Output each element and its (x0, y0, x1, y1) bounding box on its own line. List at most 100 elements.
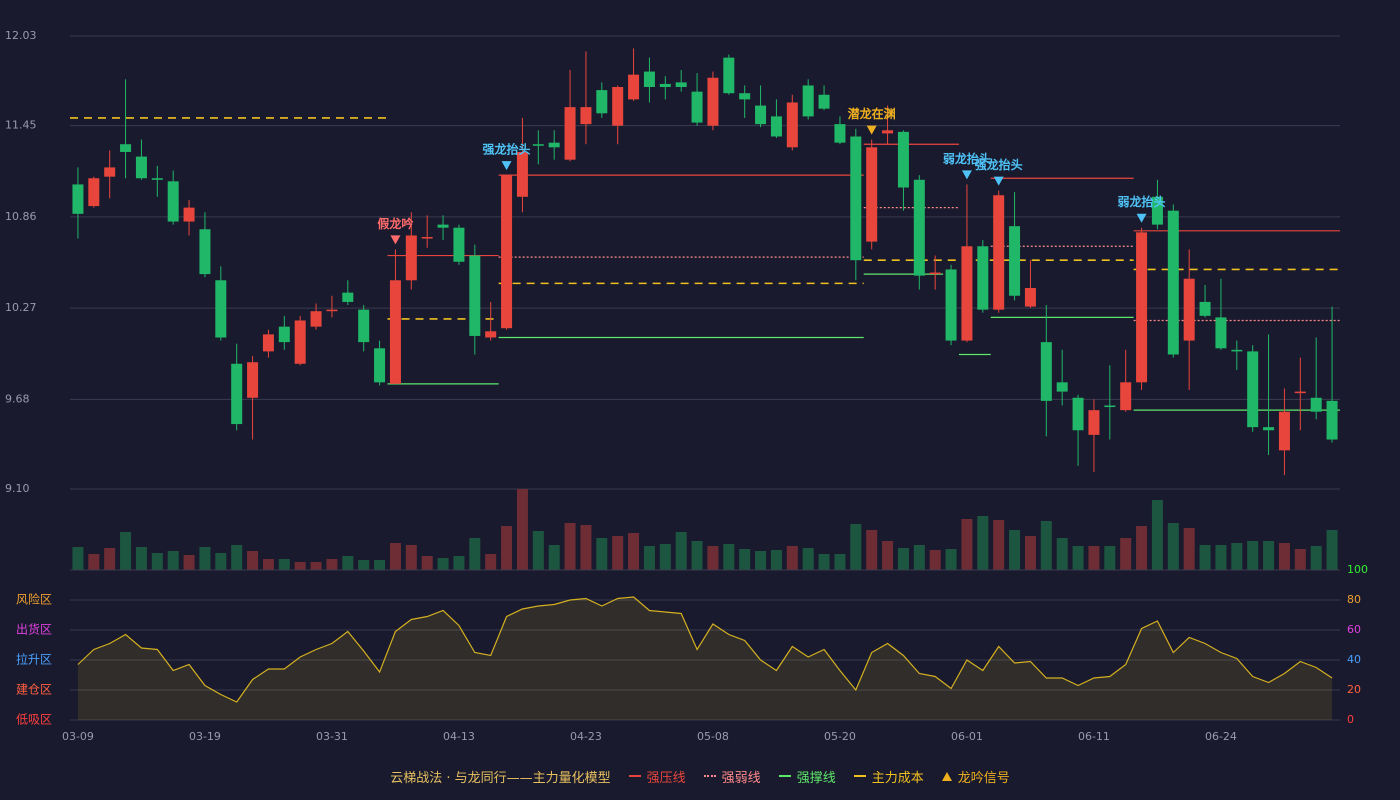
volume-bar (1056, 538, 1068, 570)
volume-bar (977, 516, 989, 570)
legend-label: 龙吟信号 (957, 770, 1010, 786)
volume-bar (929, 550, 941, 570)
candle-body (469, 255, 481, 336)
y-tick-label: 10.86 (5, 210, 37, 223)
volume-bar (882, 541, 894, 570)
indicator-line (77, 596, 1333, 703)
volume-bar (262, 559, 274, 570)
volume-bar (659, 544, 671, 570)
candle-body (739, 93, 751, 100)
candle-body (643, 71, 655, 88)
candle-body (294, 320, 306, 364)
volume-bar (1247, 541, 1259, 570)
volume-bar (1294, 549, 1306, 570)
volume-bar (755, 551, 767, 570)
volume-bar (770, 550, 782, 570)
volume-bar (1231, 543, 1243, 570)
volume-bar (1120, 538, 1132, 570)
candle-body (104, 167, 116, 177)
candle-body (802, 85, 814, 117)
legend-marker (778, 775, 791, 777)
x-tick-label: 04-23 (570, 730, 602, 743)
candle-body (247, 362, 259, 398)
candle-body (485, 331, 497, 338)
legend-marker (628, 775, 641, 777)
legend-label: 强撑线 (796, 770, 836, 786)
volume-bar (135, 547, 147, 570)
candle-body (866, 147, 878, 242)
signal-label: 潜龙在渊 (848, 106, 896, 121)
volume-bar (151, 553, 163, 570)
volume-bar (310, 562, 322, 570)
candle-body (1167, 210, 1179, 355)
candle-body (215, 280, 227, 338)
volume-bar (1183, 528, 1195, 570)
x-tick-label: 03-31 (316, 730, 348, 743)
volume-bar (278, 559, 290, 570)
zone-label: 建仓区 (16, 683, 52, 697)
legend-title: 云梯战法 · 与龙同行——主力量化模型 (390, 770, 611, 786)
candle-body (1072, 397, 1084, 431)
zone-label: 风险区 (16, 592, 52, 607)
volume-bar (215, 553, 227, 570)
legend-item: 强撑线 (778, 767, 836, 786)
signal-label: 强龙抬头 (483, 142, 531, 157)
candle-body (897, 131, 909, 188)
candle-body (1104, 405, 1116, 408)
volume-bar (374, 560, 386, 570)
volume-bar (596, 538, 608, 570)
candle-body (120, 144, 132, 152)
volume-bar (88, 554, 100, 570)
signal-arrow (866, 125, 877, 135)
volume-bar (580, 525, 592, 570)
candle-body (564, 107, 576, 160)
signal-arrow (1136, 213, 1147, 223)
candle-body (1183, 278, 1195, 341)
candle-body (1326, 400, 1338, 440)
volume-bar (469, 538, 481, 570)
legend-marker (703, 775, 716, 777)
legend-item: 龙吟信号 (941, 767, 1010, 786)
legend-item: 主力成本 (853, 767, 924, 786)
volume-bar (643, 546, 655, 570)
volume-bar (913, 545, 925, 570)
volume-bar (707, 546, 719, 570)
candle-body (167, 181, 179, 222)
volume-bar (1136, 526, 1148, 570)
volume-bar (786, 546, 798, 570)
candle-body (659, 83, 671, 88)
zone-label: 低吸区 (16, 713, 52, 727)
indicator-area (77, 597, 1333, 720)
volume-bar (247, 551, 259, 570)
volume-bar (342, 556, 354, 570)
candle-body (1215, 317, 1227, 349)
candle-body (580, 107, 592, 125)
y-tick-label: 11.45 (5, 119, 37, 132)
volume-bar (421, 556, 433, 570)
candle-body (183, 207, 195, 222)
candle-body (358, 309, 370, 343)
candle-body (1040, 342, 1052, 401)
volume-bar (961, 519, 973, 570)
zone-label: 拉升区 (16, 652, 52, 667)
volume-bar (532, 531, 544, 570)
volume-bar (1024, 536, 1036, 570)
candle-body (1294, 391, 1306, 394)
volume-bar (1009, 530, 1021, 570)
volume-bar (1199, 545, 1211, 570)
volume-bar (516, 489, 528, 570)
volume-bar (1278, 543, 1290, 570)
volume-bar (866, 530, 878, 570)
candle-body (1199, 301, 1211, 316)
candle-body (453, 227, 465, 262)
volume-bar (405, 545, 417, 570)
legend: 云梯战法 · 与龙同行——主力量化模型 强压线 强弱线 强撑线 主力成本 龙吟信号 (0, 764, 1400, 788)
volume-bar (1167, 523, 1179, 570)
candle-body (548, 142, 560, 148)
candle-body (326, 309, 338, 312)
candle-body (1231, 349, 1243, 352)
volume-bar (1088, 546, 1100, 570)
signal-arrow (501, 161, 512, 171)
y-tick-label: 9.68 (5, 392, 30, 405)
candle-body (1120, 382, 1132, 411)
